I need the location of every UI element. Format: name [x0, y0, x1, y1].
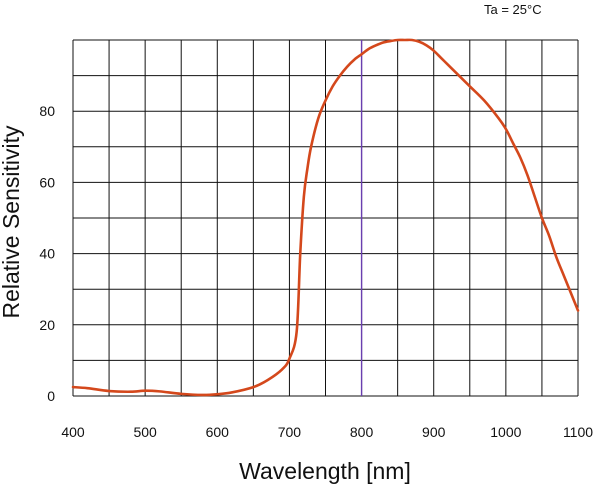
y-tick-label: 20 [39, 317, 55, 333]
x-axis-label: Wavelength [nm] [239, 458, 411, 484]
y-axis-label: Relative Sensitivity [0, 125, 24, 319]
x-tick-label: 800 [350, 424, 374, 440]
y-tick-label: 40 [39, 246, 55, 262]
x-tick-label: 500 [133, 424, 157, 440]
y-tick-labels: 0 20 40 60 80 [39, 103, 55, 404]
x-tick-labels: 400 500 600 700 800 900 1000 1100 [61, 424, 593, 440]
grid [72, 39, 579, 397]
y-tick-label: 80 [39, 103, 55, 119]
x-tick-label: 1100 [563, 424, 593, 440]
x-tick-label: 900 [422, 424, 446, 440]
sensitivity-curve [71, 38, 580, 397]
temperature-annotation: Ta = 25°C [484, 2, 542, 17]
x-tick-label: 700 [278, 424, 302, 440]
x-tick-label: 1000 [490, 424, 521, 440]
x-tick-label: 600 [206, 424, 230, 440]
y-tick-label: 0 [47, 388, 55, 404]
x-tick-label: 400 [61, 424, 85, 440]
y-tick-label: 60 [39, 174, 55, 190]
series-group [71, 38, 580, 397]
